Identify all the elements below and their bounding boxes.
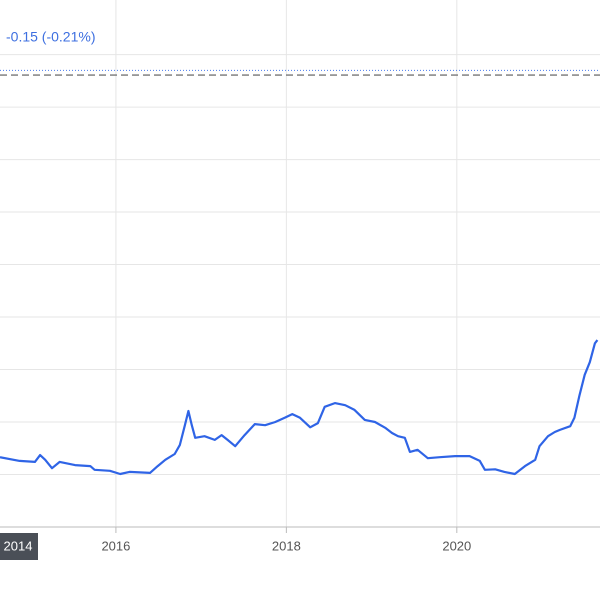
crosshair-label: 2014 [4, 538, 33, 553]
x-tick-label: 2016 [101, 538, 130, 553]
change-label: -0.15 (-0.21%) [6, 29, 95, 45]
crosshair-label-box [0, 533, 38, 560]
x-tick-label: 2020 [442, 538, 471, 553]
data-line [0, 339, 599, 476]
x-tick-label: 2018 [272, 538, 301, 553]
